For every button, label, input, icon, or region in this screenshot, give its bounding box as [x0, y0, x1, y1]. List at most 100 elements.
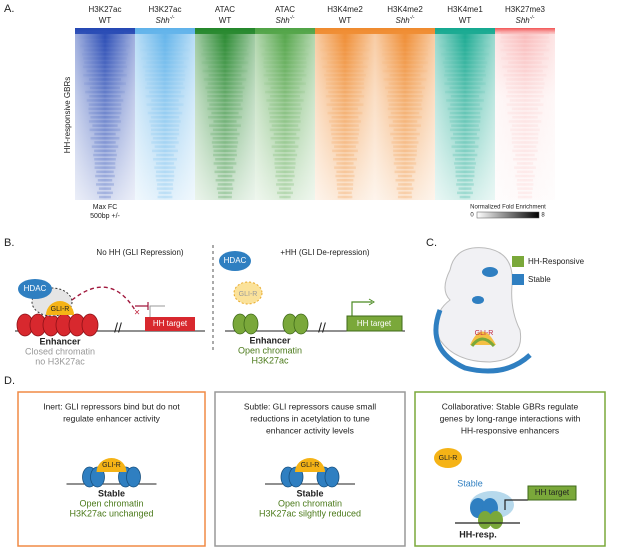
panel-label: D. [4, 375, 15, 387]
column-mark: H3K27ac [89, 5, 122, 14]
break: // [114, 320, 122, 336]
box [17, 391, 206, 547]
heatmap-edge [495, 34, 555, 200]
box-text: Subtle: GLI repressors cause small [244, 401, 376, 411]
scale-min: 0 [470, 213, 474, 219]
hdac-label: HDAC [24, 284, 47, 293]
gli-r [233, 281, 263, 305]
heatmap-edge [255, 34, 315, 200]
genotype-sup: -/- [530, 15, 535, 21]
caption: Enhancer [249, 335, 291, 345]
heatmap-stripe [264, 32, 306, 35]
heatmap-edge [75, 34, 135, 200]
nucleosome [489, 511, 503, 529]
caption: no H3K27ac [35, 356, 85, 366]
title: No HH (GLI Repression) [96, 248, 183, 257]
nucleosome [478, 511, 492, 529]
heatmap-edge [375, 34, 435, 200]
genotype: Shh [396, 16, 411, 25]
gli-label: GLI-R [51, 306, 70, 313]
break: // [318, 320, 326, 336]
target-label: HH target [535, 488, 570, 497]
legend-swatch [512, 256, 524, 267]
gli-label: GLI-R [475, 330, 494, 337]
gli-r [96, 458, 127, 472]
title: +HH (GLI De-repression) [280, 248, 369, 257]
responsive-region [470, 337, 496, 348]
column-genotype: Shh-/- [516, 15, 535, 25]
cross: × [134, 308, 140, 319]
color-bar [476, 211, 540, 219]
genotype: WT [339, 16, 352, 25]
block [135, 302, 149, 310]
hdac [219, 251, 251, 271]
gli-label: GLI-R [301, 462, 320, 469]
hdac-label: HDAC [224, 256, 247, 265]
genotype: Shh [156, 16, 171, 25]
stable-region [482, 267, 498, 277]
heatmap-stripe [139, 32, 191, 35]
heatmap-edge [135, 34, 195, 200]
column-mark: H3K27me3 [505, 5, 546, 14]
gli-label: GLI-R [102, 462, 121, 469]
panel-label: C. [426, 237, 437, 249]
nucleosome [324, 466, 340, 488]
heatmap-edge [195, 34, 255, 200]
scale-max: 8 [541, 213, 545, 219]
target-label: HH target [357, 319, 392, 328]
caption: Open chromatin [238, 345, 302, 355]
stable-region [472, 296, 484, 304]
resp-label: HH-resp. [459, 529, 497, 539]
genotype: WT [219, 16, 232, 25]
column-genotype: Shh-/- [396, 15, 415, 25]
tss-arrow [368, 298, 375, 306]
footer: 500bp +/- [90, 213, 120, 220]
box [414, 391, 606, 547]
legend-label: HH-Responsive [528, 257, 585, 266]
caption: Open chromatin [278, 498, 342, 508]
panel-d: D. GLI-R Stable HH target HH-resp. Inert… [4, 375, 606, 547]
nucleosomes [232, 313, 309, 335]
box-text: HH-responsive enhancers [461, 425, 559, 435]
box [214, 391, 406, 547]
heatmap-edge [435, 34, 495, 200]
box-text: reductions in acetylation to tune [250, 413, 370, 423]
caption: Stable [98, 488, 125, 498]
gli-label: GLI-R [439, 455, 458, 462]
nucleosomes [16, 313, 99, 337]
stable-label: Stable [457, 478, 483, 488]
target-label: HH target [153, 319, 188, 328]
box-text: Inert: GLI repressors bind but do not [43, 401, 180, 411]
column-genotype: Shh-/- [276, 15, 295, 25]
heatmap-stripe [319, 32, 371, 35]
heatmap-stripe [443, 32, 487, 35]
panel-label: B. [4, 237, 14, 249]
heatmap-edge [315, 34, 375, 200]
column-mark: H3K4me2 [327, 5, 363, 14]
panel-a: A. HH-responsive GBRs Max FC 500bp +/- N… [4, 3, 555, 220]
column-mark: ATAC [215, 5, 235, 14]
caption: Enhancer [39, 336, 81, 346]
caption: H3K27ac unchanged [69, 508, 153, 518]
column-mark: H3K4me1 [447, 5, 483, 14]
genotype-sup: -/- [290, 15, 295, 21]
caption: H3K27ac [251, 355, 289, 365]
caption: Stable [296, 488, 323, 498]
legend-label: Stable [528, 275, 551, 284]
genotype-sup: -/- [410, 15, 415, 21]
genotype: Shh [516, 16, 531, 25]
column-genotype: WT [339, 16, 352, 25]
caption: Closed chromatin [25, 346, 95, 356]
target-box [145, 317, 195, 331]
heatmap-stripe [86, 32, 124, 35]
hdac [18, 279, 52, 299]
box-text: regulate enhancer activity [63, 413, 161, 423]
column-mark: H3K4me2 [387, 5, 423, 14]
gli-label: GLI-R [239, 291, 258, 298]
target-box [346, 315, 403, 332]
repression-arrow [71, 286, 136, 311]
column-genotype: WT [219, 16, 232, 25]
panel-b: B. No HH (GLI Repression) // HDAC GLI-R … [4, 237, 405, 366]
gli-r [434, 448, 462, 468]
